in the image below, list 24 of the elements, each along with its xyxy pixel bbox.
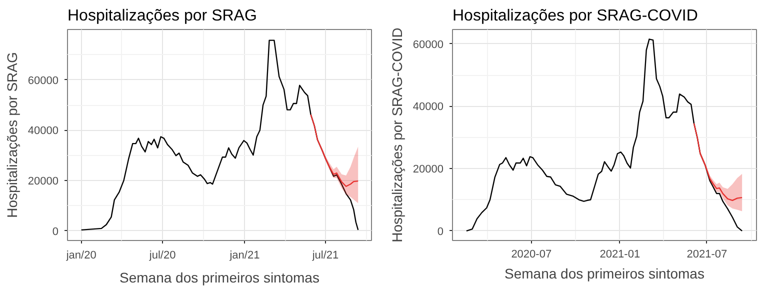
y-tick-label: 40000 xyxy=(412,101,444,114)
y-tick-label: 0 xyxy=(52,226,59,238)
x-tick-label: jul/20 xyxy=(148,250,176,262)
y-tick-label: 0 xyxy=(437,226,444,238)
x-tick-label: jul/21 xyxy=(311,250,339,262)
line-series xyxy=(80,40,359,231)
line-series xyxy=(466,38,743,232)
x-tick-label: 2021-01 xyxy=(600,248,640,260)
x-tick-label: 2021-07 xyxy=(686,248,728,260)
y-tick-label: 20000 xyxy=(28,176,59,188)
chart-title: Hospitalizações por SRAG-COVID xyxy=(452,8,698,24)
y-tick-label: 40000 xyxy=(28,125,59,138)
x-axis-title: Semana dos primeiros sintomas xyxy=(120,270,320,286)
y-tick-label: 60000 xyxy=(412,38,444,51)
x-tick-label: jan/20 xyxy=(65,250,96,262)
x-tick-label: jan/21 xyxy=(228,250,260,262)
x-axis-title: Semana dos primeiros sintomas xyxy=(504,266,704,282)
y-tick-label: 60000 xyxy=(28,74,59,87)
y-axis-title: Hospitalizações por SRAG-COVID xyxy=(388,28,405,242)
chart-title: Hospitalizações por SRAG xyxy=(68,8,257,24)
y-axis-title: Hospitalizações por SRAG xyxy=(4,52,20,218)
y-tick-label: 20000 xyxy=(412,164,444,176)
x-tick-label: 2020-07 xyxy=(511,248,552,260)
line-series xyxy=(310,114,359,187)
